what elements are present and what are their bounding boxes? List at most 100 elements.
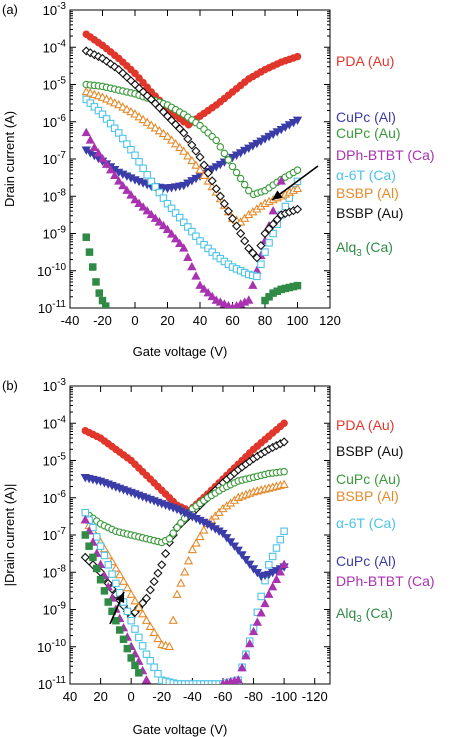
data-point <box>281 202 290 211</box>
data-point <box>118 576 129 585</box>
data-point <box>276 176 286 185</box>
data-point <box>167 204 176 213</box>
data-point <box>150 663 158 671</box>
arrow-head <box>272 190 283 200</box>
data-point <box>183 252 193 261</box>
series-6 <box>80 514 289 684</box>
data-point <box>223 206 234 216</box>
data-point <box>275 567 285 576</box>
data-layer <box>80 419 289 684</box>
data-point <box>252 617 262 626</box>
data-point <box>134 198 144 207</box>
data-point <box>149 627 159 637</box>
data-point <box>280 419 288 427</box>
data-point <box>146 120 156 129</box>
data-point <box>279 559 289 569</box>
x-tick-label: -60 <box>214 689 233 704</box>
data-point <box>232 168 241 177</box>
data-point <box>257 260 265 268</box>
series-label: CuPc (Al) <box>336 109 396 125</box>
data-point <box>260 228 270 239</box>
data-point <box>135 669 143 677</box>
data-point <box>166 135 177 144</box>
data-point <box>175 238 185 247</box>
data-point <box>126 589 136 598</box>
data-point <box>244 144 254 153</box>
data-point <box>155 188 164 197</box>
data-point <box>293 281 302 290</box>
data-point <box>211 163 221 172</box>
y-tick-label: 10-4 <box>43 38 67 55</box>
data-point <box>122 582 132 592</box>
data-point <box>85 248 94 256</box>
data-point <box>268 552 277 561</box>
y-tick-label: 10-9 <box>43 601 67 618</box>
x-tick-label: 0 <box>128 689 135 704</box>
data-point <box>183 134 193 144</box>
x-tick-label: -100 <box>271 689 297 704</box>
data-point <box>138 202 148 211</box>
data-point <box>227 214 238 224</box>
data-point <box>241 555 251 565</box>
data-point <box>229 542 240 551</box>
chart-panel-1: (b) 10-3 10-4 10-5 10-6 10-7 10-8 10-9 10-10 10-1… <box>2 377 435 737</box>
data-point <box>141 615 152 624</box>
data-point <box>245 560 255 570</box>
data-point <box>93 148 104 157</box>
data-point <box>252 139 262 149</box>
data-point <box>188 227 196 236</box>
data-point <box>119 635 128 644</box>
data-point <box>114 176 124 185</box>
x-tick-label: -40 <box>183 689 202 704</box>
data-point <box>222 534 232 543</box>
data-point <box>268 130 278 139</box>
data-point <box>142 206 152 215</box>
data-point <box>101 159 112 168</box>
data-point <box>248 248 258 258</box>
series-0 <box>82 30 302 129</box>
data-point <box>218 529 228 539</box>
data-point <box>253 272 261 281</box>
series-label: α-6T (Ca) <box>336 515 396 531</box>
data-point <box>108 570 116 578</box>
data-point <box>115 626 124 634</box>
x-tick-label: -120 <box>302 689 328 704</box>
data-point <box>261 248 269 256</box>
data-point <box>134 602 144 611</box>
data-point <box>114 99 124 109</box>
data-point <box>110 124 119 133</box>
data-point <box>233 675 243 684</box>
data-point <box>184 223 192 231</box>
data-point <box>82 233 91 241</box>
data-point <box>224 156 233 164</box>
data-point <box>256 241 266 251</box>
data-point <box>150 123 160 132</box>
y-tick-label: 10-11 <box>38 299 67 316</box>
data-point <box>147 177 156 186</box>
series-3 <box>81 127 286 308</box>
series-label: DPh-BTBT (Ca) <box>336 573 435 589</box>
data-point <box>169 529 177 537</box>
data-point <box>252 253 262 263</box>
panel-label: (b) <box>2 378 18 393</box>
data-point <box>159 194 168 202</box>
panel-label: (a) <box>2 2 18 17</box>
data-point <box>272 214 282 225</box>
series-0 <box>81 419 288 515</box>
series-label: BSBP (Al) <box>336 488 399 504</box>
data-point <box>111 563 121 572</box>
data-point <box>138 642 147 650</box>
data-point <box>195 152 205 162</box>
data-point <box>191 538 201 547</box>
data-layer <box>81 30 303 308</box>
data-point <box>187 544 197 554</box>
data-point <box>192 232 200 241</box>
data-point <box>245 638 255 648</box>
x-tick-label: 120 <box>319 313 341 328</box>
data-point <box>280 467 288 476</box>
data-point <box>241 650 251 660</box>
data-point <box>173 523 181 532</box>
data-point <box>248 280 258 289</box>
series-label: BSBP (Au) <box>336 443 403 459</box>
data-point <box>180 567 190 576</box>
